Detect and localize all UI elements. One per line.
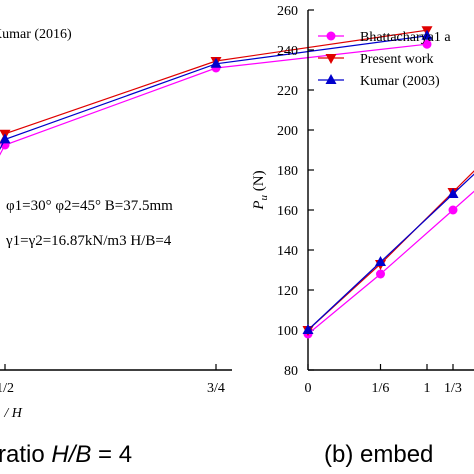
chart-b-y-tick-label: 260: [277, 4, 298, 19]
chart-b-y-tick-label: 120: [277, 284, 298, 299]
chart-a-x-tick-label: 1/2: [0, 381, 14, 396]
chart-b-embedment: 80 100 120 140 160 180 200 220 240 260 0 1/6 1/3 Pu (…: [251, 4, 474, 396]
chart-a-point: [421, 29, 433, 40]
chart-a-point: [210, 57, 222, 68]
chart-b-point: [376, 269, 386, 279]
chart-b-point: [302, 324, 314, 334]
chart-b-point: [448, 205, 458, 215]
chart-b-legend-marker: [326, 31, 336, 41]
chart-b-x-tick-label: 1/6: [372, 381, 390, 396]
chart-b-y-tick-label: 200: [277, 124, 298, 139]
chart-a-legend-label: Kumar (2016): [0, 27, 72, 42]
chart-b-series-line: [307, 173, 474, 331]
chart-b-legend-marker: [325, 54, 337, 64]
chart-a-x-tick-label: 3/4: [207, 381, 225, 396]
caption-a: ratio H/B = 4: [0, 441, 132, 469]
chart-a-annotation-1: φ1=30° φ2=45° B=37.5mm: [6, 198, 173, 214]
chart-a-point: [422, 39, 432, 49]
chart-b-y-tick-label: 160: [277, 204, 298, 219]
chart-b-y-tick-label: 240: [277, 44, 298, 59]
chart-b-point: [447, 188, 459, 198]
chart-a-l1-ratio: 1/2 3/4 1 L1 / H Kumar (2016) φ1=30° φ2=45° B…: [0, 26, 433, 421]
chart-a-series-line: [0, 43, 428, 156]
chart-b-x-tick-label: 0: [305, 381, 312, 396]
chart-b-y-tick-label: 140: [277, 244, 298, 259]
chart-b-y-tick-label: 100: [277, 324, 298, 339]
chart-b-y-axis-label: Pu (N): [251, 170, 270, 210]
chart-b-series-line: [307, 190, 474, 335]
chart-b-y-tick-label: 80: [284, 364, 298, 379]
chart-b-legend-label: Kumar (2003): [360, 74, 440, 89]
chart-b-point: [375, 256, 387, 266]
chart-a-point: [0, 133, 11, 144]
chart-b-y-tick-label: 180: [277, 164, 298, 179]
chart-b-legend-label: Bhattacharya1 a: [360, 30, 451, 45]
chart-a-series-line: [0, 35, 428, 151]
chart-a-annotation-2: γ1=γ2=16.87kN/m3 H/B=4: [5, 233, 172, 249]
caption-a-math: H/B: [51, 441, 92, 468]
caption-a-prefix: ratio: [0, 441, 52, 468]
chart-a-series-line: [0, 29, 428, 145]
chart-b-x-tick-label: 1/3: [444, 381, 462, 396]
caption-b: (b) embed: [324, 441, 434, 468]
chart-b-legend-marker: [325, 74, 337, 84]
chart-b-y-tick-label: 220: [277, 84, 298, 99]
chart-a-x-axis-label: L1 / H: [0, 406, 23, 421]
chart-a-x-tick-label: 1: [424, 381, 431, 396]
caption-a-suffix: = 4: [91, 441, 133, 468]
chart-b-series-line: [307, 170, 474, 331]
chart-b-legend-label: Present work: [360, 52, 434, 67]
